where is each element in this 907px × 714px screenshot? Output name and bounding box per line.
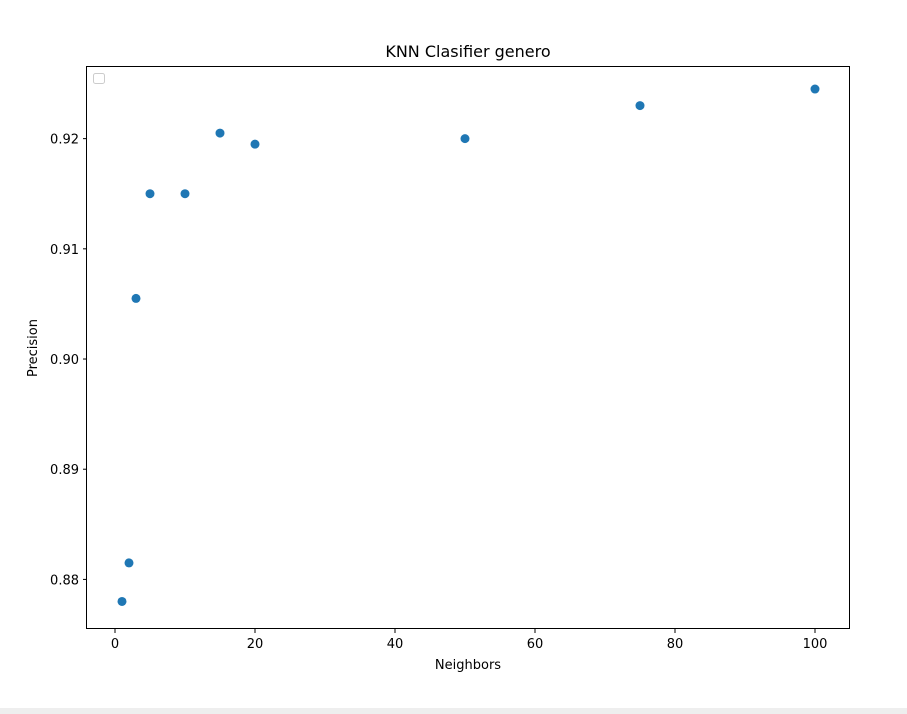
- data-point: [131, 293, 141, 303]
- data-point: [180, 189, 190, 199]
- y-tick-label: 0.88: [50, 573, 79, 588]
- x-tick-label: 0: [111, 637, 119, 652]
- data-point: [117, 596, 127, 606]
- chart-title: KNN Clasifier genero: [385, 42, 550, 61]
- x-tick-label: 40: [387, 637, 404, 652]
- x-axis: 0 20 40 60 80 100: [111, 629, 828, 652]
- plot-area: [86, 66, 850, 629]
- window-bottom-bar: [0, 708, 907, 714]
- y-axis-label: Precision: [26, 319, 41, 377]
- y-axis: 0.88 0.89 0.90 0.91 0.92: [50, 133, 87, 588]
- data-point: [635, 101, 645, 111]
- legend-box: [93, 73, 105, 84]
- data-points: [117, 84, 820, 606]
- data-point: [124, 558, 134, 568]
- y-tick-label: 0.92: [50, 133, 79, 148]
- y-tick-label: 0.89: [50, 463, 79, 478]
- data-point: [810, 84, 820, 94]
- x-tick-label: 100: [803, 637, 828, 652]
- data-point: [250, 139, 260, 149]
- x-tick-label: 60: [527, 637, 544, 652]
- x-axis-label: Neighbors: [435, 658, 501, 673]
- x-tick-label: 80: [667, 637, 684, 652]
- data-point: [145, 189, 155, 199]
- data-point: [215, 128, 225, 138]
- y-tick-label: 0.91: [50, 243, 79, 258]
- x-tick-label: 20: [247, 637, 264, 652]
- y-tick-label: 0.90: [50, 353, 79, 368]
- data-point: [460, 134, 470, 144]
